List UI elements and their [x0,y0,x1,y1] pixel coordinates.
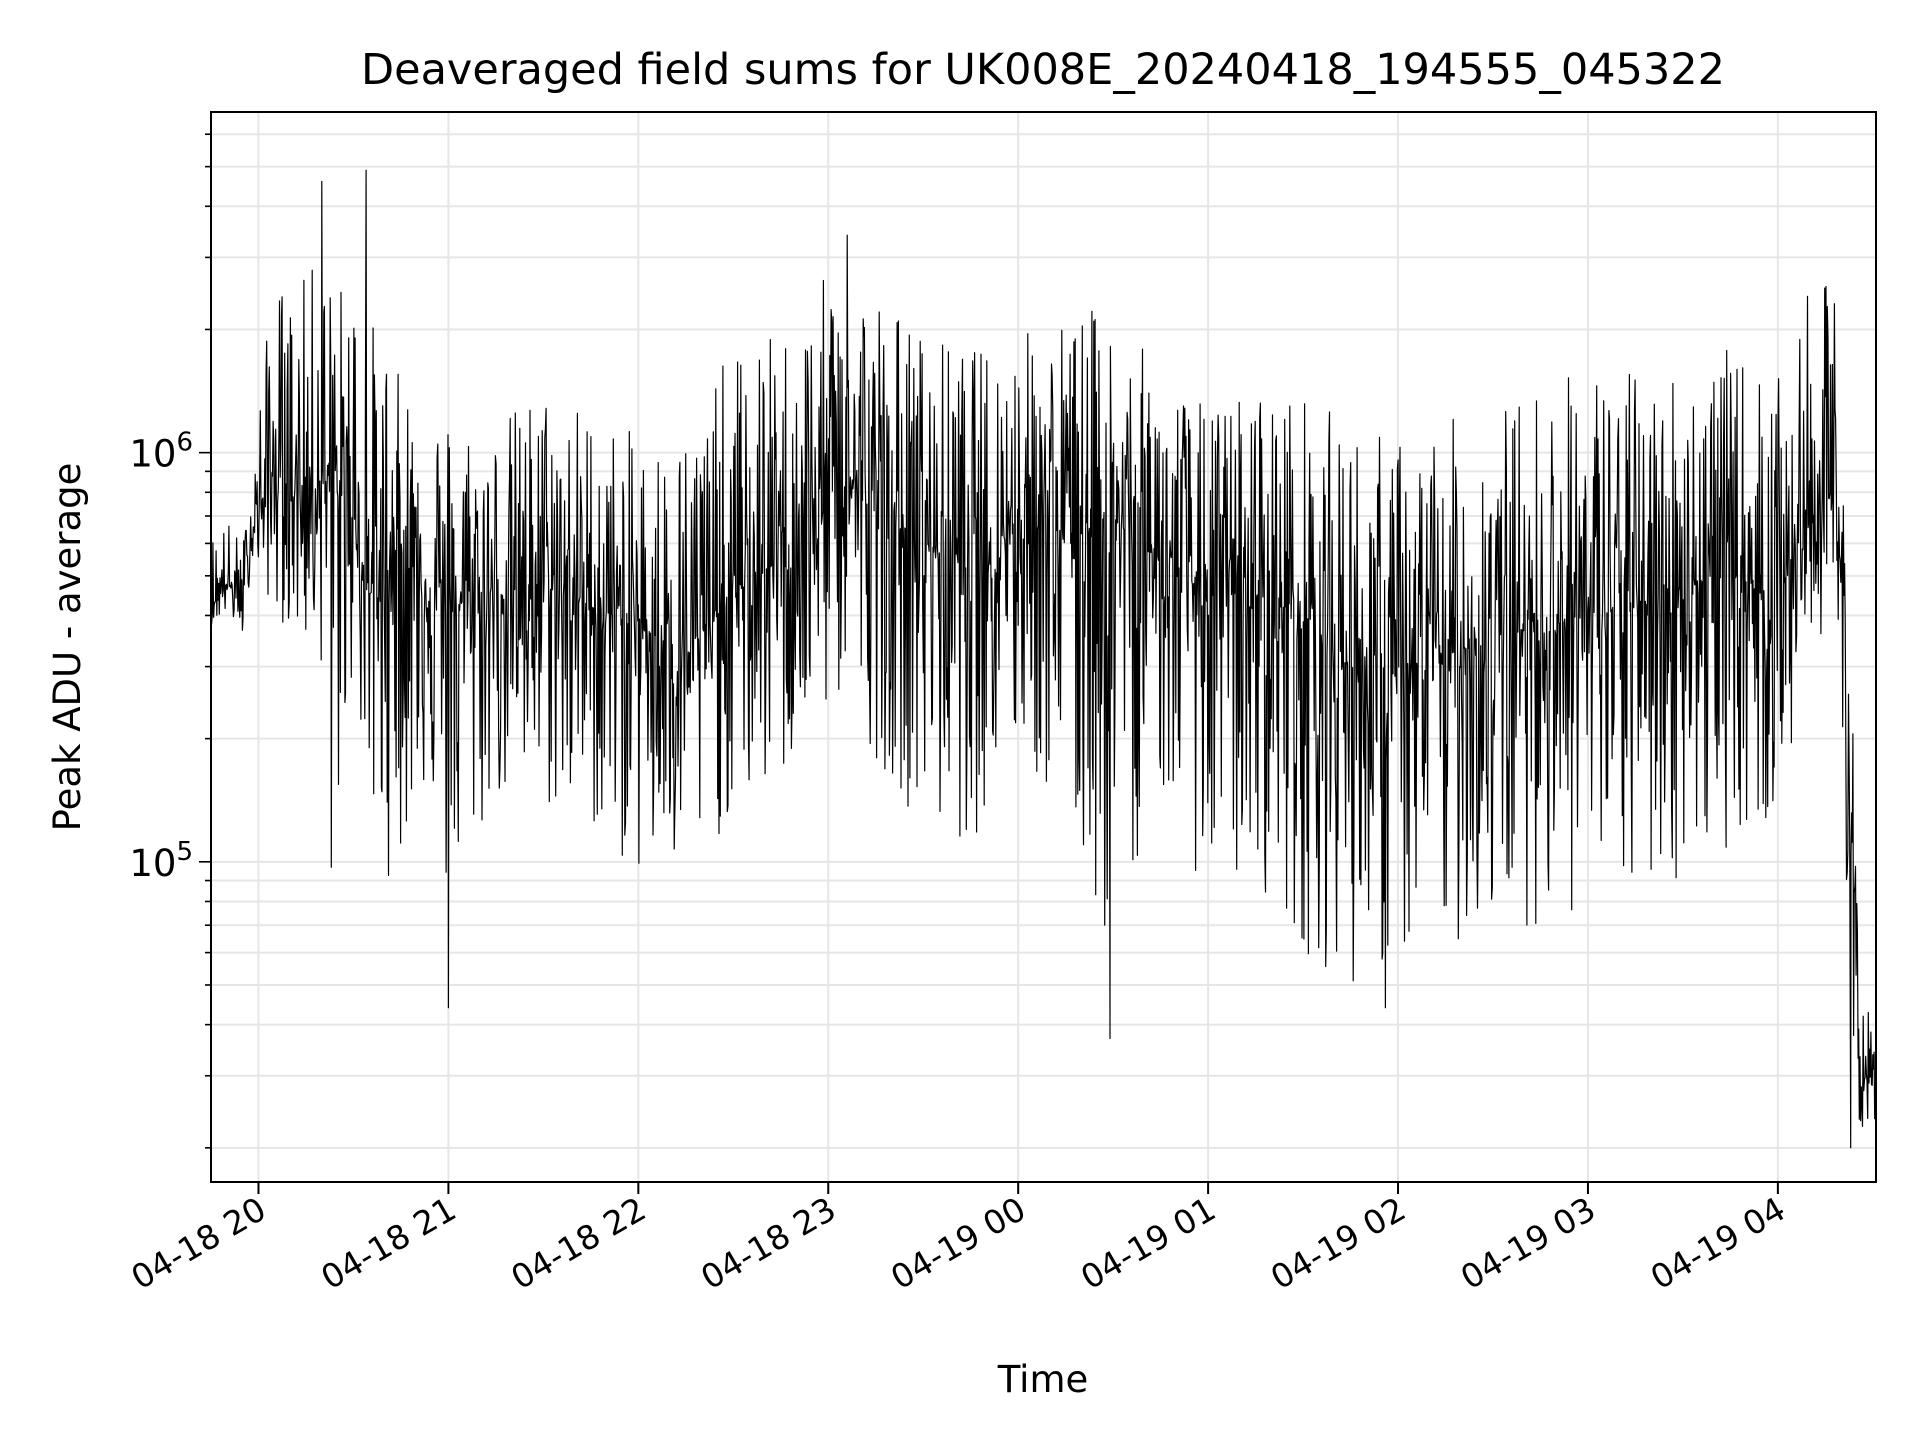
y-tick-label: 105 [129,837,193,885]
series-path [210,169,1877,1149]
chart-title: Deaveraged field sums for UK008E_2024041… [361,45,1725,95]
y-tick-label: 106 [129,428,193,476]
y-axis-ticks: 105 106 [129,133,211,1149]
data-series-line [210,169,1877,1149]
plot-frame [210,111,1877,1183]
x-axis-label: Time [997,1358,1089,1401]
y-axis-label: Peak ADU - average [46,463,89,832]
